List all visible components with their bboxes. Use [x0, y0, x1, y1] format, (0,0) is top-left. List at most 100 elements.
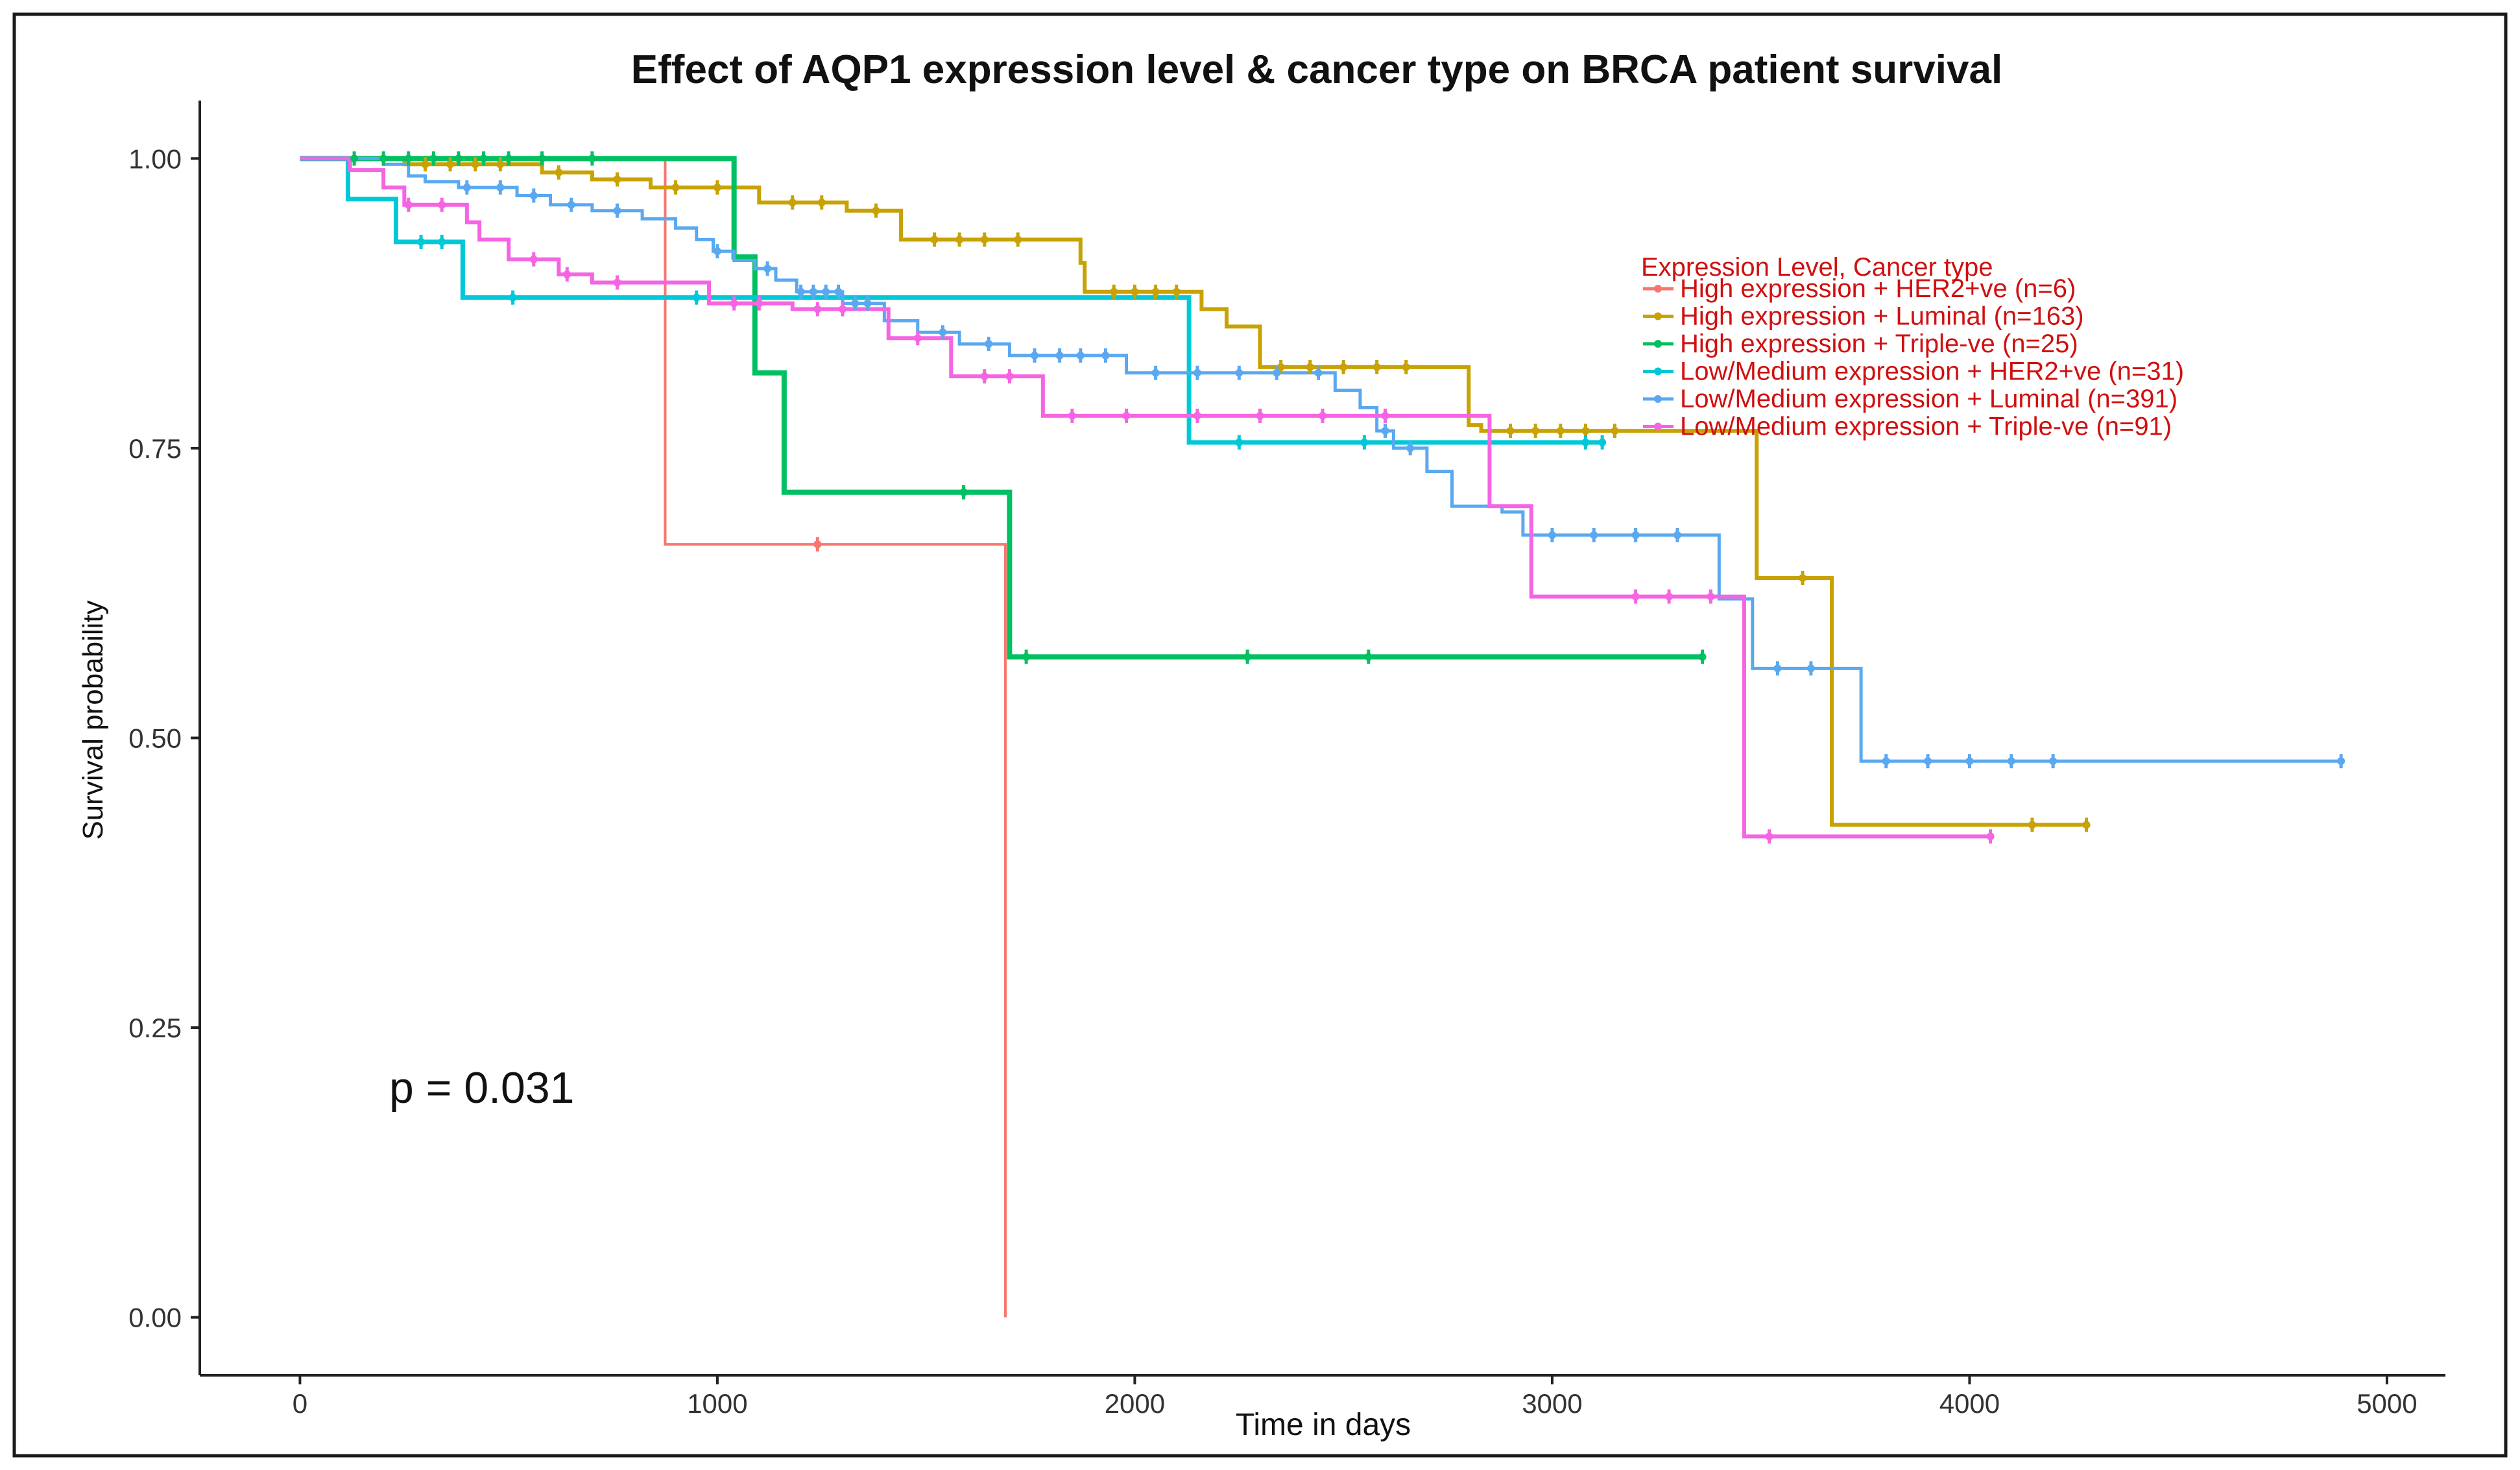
censor-point — [872, 206, 880, 215]
censor-point — [417, 237, 426, 246]
censor-point — [1965, 757, 1974, 765]
censor-point — [1014, 235, 1022, 244]
censor-point — [1151, 368, 1160, 377]
censor-point — [509, 293, 517, 302]
y-tick-label: 0.50 — [128, 723, 182, 754]
censor-point — [985, 340, 993, 348]
legend-entry-label: Low/Medium expression + Triple-ve (n=91) — [1680, 413, 2172, 441]
censor-point — [538, 154, 546, 163]
censor-point — [555, 168, 563, 176]
censor-point — [763, 265, 772, 273]
censor-point — [2007, 757, 2015, 765]
censor-point — [822, 287, 830, 296]
legend-entry-label: High expression + Luminal (n=163) — [1680, 302, 2084, 331]
censor-point — [1665, 592, 1674, 601]
censor-point — [1068, 411, 1076, 420]
censor-point — [1235, 438, 1243, 446]
censor-point — [1611, 427, 1619, 435]
censor-point — [2337, 757, 2346, 765]
legend-swatch-point — [1654, 367, 1662, 376]
censor-point — [1110, 287, 1118, 296]
x-tick-label: 1000 — [687, 1388, 747, 1419]
censor-point — [1030, 352, 1038, 359]
censor-point — [529, 191, 538, 200]
km-curve-series-5 — [300, 156, 2342, 763]
censor-point — [1531, 427, 1540, 435]
censor-point — [863, 299, 872, 307]
censor-point — [930, 235, 939, 244]
censor-point — [421, 160, 429, 169]
censor-point — [1193, 411, 1201, 420]
censor-point — [797, 287, 805, 296]
y-tick-label: 0.75 — [128, 433, 182, 464]
censor-point — [613, 278, 621, 287]
censor-point — [1402, 363, 1410, 371]
legend-swatch-point — [1654, 312, 1662, 320]
censor-point — [1306, 363, 1314, 371]
censor-point — [1581, 438, 1590, 446]
censor-point — [1986, 832, 1995, 841]
censor-point — [813, 305, 822, 313]
chart-title: Effect of AQP1 expression level & cancer… — [631, 47, 2002, 92]
censor-point — [1806, 664, 1815, 673]
legend-swatch-point — [1654, 422, 1662, 431]
censor-point — [404, 154, 413, 163]
censor-point — [1799, 573, 1807, 582]
censor-point — [1598, 438, 1607, 446]
legend-swatch-point — [1654, 395, 1662, 403]
censor-point — [1631, 592, 1640, 601]
censor-point — [730, 299, 738, 307]
censor-point — [1122, 411, 1131, 420]
censor-point — [1277, 363, 1285, 371]
censor-point — [1364, 653, 1373, 661]
censor-point — [1319, 411, 1326, 420]
censor-point — [834, 287, 843, 296]
censor-point — [692, 293, 701, 302]
censor-point — [496, 160, 505, 169]
censor-point — [479, 154, 488, 163]
x-tick-label: 2000 — [1105, 1388, 1165, 1419]
censor-point — [1055, 352, 1064, 359]
censor-point — [438, 200, 446, 209]
censor-point — [613, 175, 621, 184]
figure-border — [12, 12, 2508, 1458]
censor-point — [588, 154, 596, 163]
censor-point — [809, 287, 817, 296]
censor-point — [454, 154, 462, 163]
censor-point — [1373, 363, 1381, 371]
censor-point — [2082, 821, 2091, 829]
censor-point — [813, 540, 822, 549]
km-curve-series-3 — [300, 156, 1703, 660]
censor-point — [1314, 368, 1323, 377]
censor-point — [1022, 653, 1031, 661]
censor-point — [1256, 411, 1264, 420]
censor-point — [939, 328, 947, 337]
legend-entry-label: Low/Medium expression + Luminal (n=391) — [1680, 385, 2178, 413]
censor-point — [1273, 368, 1281, 377]
censor-point — [505, 154, 513, 163]
censor-point — [1698, 653, 1707, 661]
y-tick-label: 0.25 — [128, 1013, 182, 1043]
p-value-annotation: p = 0.031 — [389, 1063, 574, 1113]
censor-point — [851, 299, 859, 307]
x-tick-label: 4000 — [1939, 1388, 2000, 1419]
censor-point — [1506, 427, 1515, 435]
censor-point — [529, 255, 538, 263]
censor-point — [1924, 757, 1932, 765]
censor-point — [788, 199, 797, 207]
censor-point — [1406, 444, 1415, 452]
censor-point — [462, 183, 471, 191]
censor-point — [1131, 287, 1139, 296]
legend-title: Expression Level, Cancer type — [1641, 253, 1993, 282]
legend-entry-label: High expression + Triple-ve (n=25) — [1680, 330, 2078, 358]
censor-point — [1076, 352, 1085, 359]
censor-point — [1005, 372, 1014, 381]
censor-point — [1243, 653, 1252, 661]
censor-point — [379, 154, 388, 163]
censor-point — [955, 235, 964, 244]
x-tick-label: 3000 — [1522, 1388, 1582, 1419]
censor-point — [1172, 287, 1181, 296]
y-tick-label: 1.00 — [128, 143, 182, 174]
